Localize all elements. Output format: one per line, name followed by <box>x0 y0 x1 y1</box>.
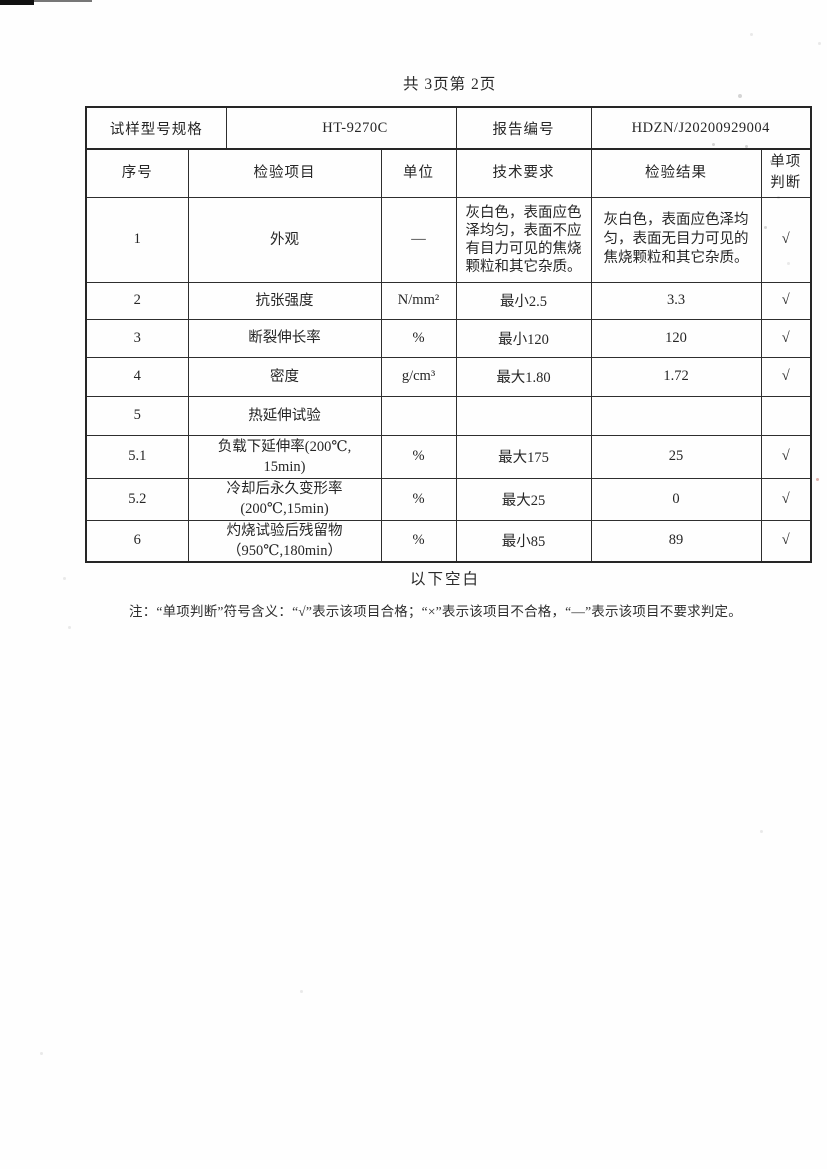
table-row: 5 热延伸试验 <box>85 395 812 436</box>
cell-requirement: 灰白色，表面应色 泽均匀，表面不应 有目力可见的焦烧 颗粒和其它杂质。 <box>455 196 592 283</box>
header-judgement: 单项 判断 <box>760 148 812 198</box>
scan-artifact <box>816 478 819 481</box>
scan-artifact <box>750 33 753 36</box>
cell-result: 89 <box>590 519 762 563</box>
scan-artifact <box>40 1052 43 1055</box>
cell-requirement <box>455 395 592 436</box>
cell-seq: 1 <box>85 196 189 283</box>
cell-seq: 2 <box>85 281 189 320</box>
report-no-label: 报告编号 <box>455 106 592 150</box>
cell-judgement: √ <box>760 318 812 358</box>
cell-judgement: √ <box>760 434 812 479</box>
sample-model-label: 试样型号规格 <box>85 106 227 150</box>
cell-seq: 5.2 <box>85 477 189 521</box>
cell-judgement: √ <box>760 477 812 521</box>
cell-judgement: √ <box>760 281 812 320</box>
table-row: 5.2 冷却后永久变形率 (200℃,15min) % 最大25 0 √ <box>85 477 812 521</box>
report-no-value: HDZN/J20200929004 <box>590 106 812 150</box>
cell-item: 外观 <box>187 196 382 283</box>
cell-seq: 5 <box>85 395 189 436</box>
inspection-report-table: 试样型号规格 HT-9270C 报告编号 HDZN/J20200929004 序… <box>85 106 813 563</box>
cell-unit: N/mm² <box>380 281 457 320</box>
cell-item: 灼烧试验后残留物 （950℃,180min） <box>187 519 382 563</box>
table-header-row: 序号 检验项目 单位 技术要求 检验结果 单项 判断 <box>85 148 812 198</box>
cell-requirement: 最小85 <box>455 519 592 563</box>
cell-requirement: 最大1.80 <box>455 356 592 397</box>
table-row: 6 灼烧试验后残留物 （950℃,180min） % 最小85 89 √ <box>85 519 812 563</box>
scan-artifact <box>68 626 71 629</box>
page-indicator: 共 3页第 2页 <box>403 76 497 93</box>
cell-requirement: 最大25 <box>455 477 592 521</box>
header-requirement: 技术要求 <box>455 148 592 198</box>
cell-result: 1.72 <box>590 356 762 397</box>
cell-result <box>590 395 762 436</box>
table-row-info: 试样型号规格 HT-9270C 报告编号 HDZN/J20200929004 <box>85 106 812 150</box>
cell-result: 3.3 <box>590 281 762 320</box>
cell-requirement: 最大175 <box>455 434 592 479</box>
table-row: 1 外观 — 灰白色，表面应色 泽均匀，表面不应 有目力可见的焦烧 颗粒和其它杂… <box>85 196 812 283</box>
cell-result: 120 <box>590 318 762 358</box>
cell-item: 冷却后永久变形率 (200℃,15min) <box>187 477 382 521</box>
judgement-symbols-note: 注：“单项判断”符号含义：“√”表示该项目合格；“×”表示该项目不合格，“—”表… <box>129 604 742 619</box>
cell-unit: % <box>380 434 457 479</box>
cell-judgement <box>760 395 812 436</box>
cell-unit: g/cm³ <box>380 356 457 397</box>
cell-item: 密度 <box>187 356 382 397</box>
cell-requirement: 最小2.5 <box>455 281 592 320</box>
scan-artifact <box>0 0 34 5</box>
cell-judgement: √ <box>760 356 812 397</box>
sample-model-value: HT-9270C <box>225 106 457 150</box>
cell-unit: % <box>380 477 457 521</box>
cell-judgement: √ <box>760 519 812 563</box>
table-row: 4 密度 g/cm³ 最大1.80 1.72 √ <box>85 356 812 397</box>
cell-seq: 5.1 <box>85 434 189 479</box>
header-item: 检验项目 <box>187 148 382 198</box>
table-row: 5.1 负载下延伸率(200℃, 15min) % 最大175 25 √ <box>85 434 812 479</box>
scan-artifact <box>300 990 303 993</box>
scan-artifact <box>738 94 742 98</box>
scan-artifact <box>63 577 66 580</box>
cell-unit: — <box>380 196 457 283</box>
blank-below-label: 以下空白 <box>410 571 481 588</box>
cell-seq: 6 <box>85 519 189 563</box>
cell-unit <box>380 395 457 436</box>
table-row: 3 断裂伸长率 % 最小120 120 √ <box>85 318 812 358</box>
scan-artifact <box>34 0 92 2</box>
cell-result: 0 <box>590 477 762 521</box>
cell-unit: % <box>380 318 457 358</box>
cell-seq: 4 <box>85 356 189 397</box>
cell-result: 灰白色，表面应色泽均 匀，表面无目力可见的 焦烧颗粒和其它杂质。 <box>590 196 762 283</box>
cell-item: 负载下延伸率(200℃, 15min) <box>187 434 382 479</box>
header-result: 检验结果 <box>590 148 762 198</box>
header-seq: 序号 <box>85 148 189 198</box>
table-row: 2 抗张强度 N/mm² 最小2.5 3.3 √ <box>85 281 812 320</box>
cell-judgement: √ <box>760 196 812 283</box>
cell-item: 热延伸试验 <box>187 395 382 436</box>
cell-unit: % <box>380 519 457 563</box>
cell-requirement: 最小120 <box>455 318 592 358</box>
cell-seq: 3 <box>85 318 189 358</box>
cell-item: 抗张强度 <box>187 281 382 320</box>
scan-artifact <box>818 42 821 45</box>
header-unit: 单位 <box>380 148 457 198</box>
cell-result: 25 <box>590 434 762 479</box>
cell-item: 断裂伸长率 <box>187 318 382 358</box>
scan-artifact <box>760 830 763 833</box>
